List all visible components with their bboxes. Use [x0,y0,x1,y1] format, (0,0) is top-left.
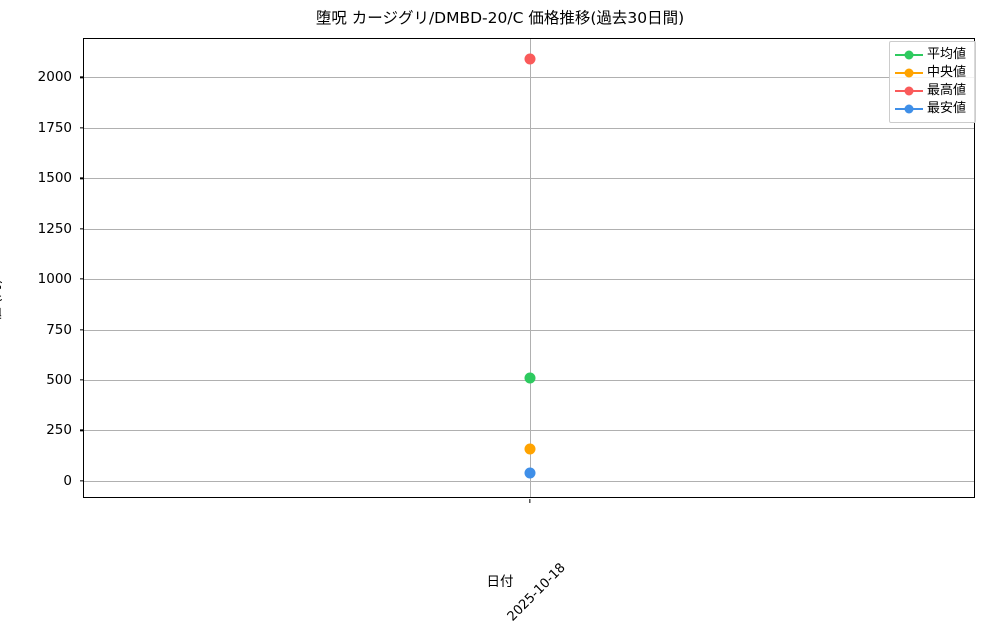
y-tick-mark [80,379,84,381]
y-tick-mark [80,127,84,129]
legend-label: 中央値 [927,65,967,80]
legend-label: 平均値 [927,47,967,62]
y-gridline [84,329,974,331]
y-gridline [84,228,974,230]
x-gridline [530,39,531,497]
y-tick-label: 1500 [37,170,72,187]
y-tick-mark [80,177,84,179]
x-axis-label: 日付 [486,574,514,590]
legend-marker-icon [895,49,923,61]
legend-item-最高値[interactable]: 最高値 [895,82,970,100]
y-tick-mark [80,227,84,230]
y-axis-label: 値 (円) [0,279,4,321]
y-tick-mark [80,328,84,331]
y-tick-label: 1750 [37,119,72,136]
y-tick-label: 0 [63,472,72,489]
legend-marker-icon [895,103,923,115]
data-point-最高値[interactable] [524,53,536,65]
legend-label: 最安値 [927,101,967,116]
data-point-中央値[interactable] [524,443,536,455]
legend-marker-icon [895,67,923,79]
y-gridline [84,430,974,432]
y-tick-label: 250 [46,422,72,439]
y-tick-label: 2000 [37,69,72,86]
chart-title: 堕呪 カージグリ/DMBD-20/C 価格推移(過去30日間) [315,9,685,27]
y-tick-mark [80,278,84,280]
y-tick-label: 750 [46,321,72,338]
y-tick-label: 1250 [37,220,72,237]
y-tick-mark [80,429,84,432]
y-tick-mark [80,480,84,482]
legend-item-中央値[interactable]: 中央値 [895,64,970,82]
plot-area: 0 250 500 750 1000 1250 1500 1750 2000 2025-10-18 [38,38,975,624]
legend-marker-icon [895,85,923,97]
data-point-最安値[interactable] [524,467,536,479]
y-tick-mark [80,76,84,78]
legend-item-平均値[interactable]: 平均値 [895,46,970,64]
y-gridline [84,279,974,281]
legend-label: 最高値 [927,83,967,98]
y-gridline [84,77,974,79]
x-tick-mark [529,499,531,503]
y-tick-label: 1000 [37,271,72,288]
chart-figure: 堕呪 カージグリ/DMBD-20/C 価格推移(過去30日間) 0 250 500 7… [0,9,976,624]
chart-legend[interactable]: 平均値中央値最高値最安値 [889,41,976,123]
y-gridline [84,127,974,129]
y-gridline [84,178,974,180]
y-gridline [84,480,974,482]
y-tick-label: 500 [46,371,72,388]
data-point-平均値[interactable] [524,372,536,384]
legend-item-最安値[interactable]: 最安値 [895,100,970,118]
